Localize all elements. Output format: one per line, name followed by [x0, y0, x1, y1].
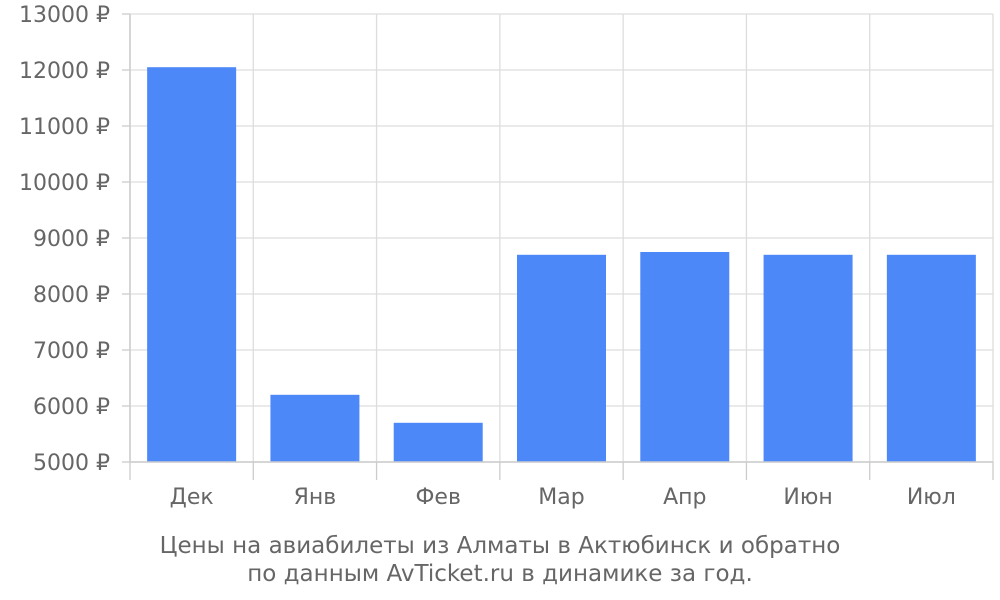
bar	[517, 254, 606, 462]
bar	[886, 254, 976, 462]
bar	[763, 254, 853, 462]
x-tick-label: Июн	[783, 485, 832, 510]
grid	[129, 13, 994, 463]
y-tick-label: 8000 ₽	[33, 283, 110, 308]
chart-caption: Цены на авиабилеты из Алматы в Актюбинск…	[0, 532, 1000, 588]
y-tick-label: 7000 ₽	[33, 339, 110, 364]
x-tick-label: Янв	[294, 485, 337, 510]
caption-line-2: по данным AvTicket.ru в динамике за год.	[247, 561, 753, 587]
x-tick-label: Июл	[907, 485, 956, 510]
y-tick-label: 10000 ₽	[19, 171, 110, 196]
x-axis-labels: Дек Янв Фев Мар Апр Июн Июл	[170, 485, 956, 510]
caption-line-1: Цены на авиабилеты из Алматы в Актюбинск…	[159, 533, 841, 559]
bar	[270, 394, 360, 462]
y-tick-label: 13000 ₽	[19, 3, 110, 28]
y-tick-label: 9000 ₽	[33, 227, 110, 252]
bar	[640, 252, 730, 462]
y-tick-label: 6000 ₽	[33, 395, 110, 420]
y-tick-label: 12000 ₽	[19, 59, 110, 84]
x-tick-label: Апр	[663, 485, 706, 510]
y-axis-labels: 5000 ₽ 6000 ₽ 7000 ₽ 8000 ₽ 9000 ₽ 10000 ₽ 110…	[19, 3, 110, 476]
y-tick-label: 11000 ₽	[19, 115, 110, 140]
bar	[147, 67, 237, 462]
y-tick-label: 5000 ₽	[33, 451, 110, 476]
bars	[147, 67, 976, 462]
x-tick-label: Фев	[415, 485, 460, 510]
bar	[393, 422, 483, 462]
x-tick-label: Дек	[170, 485, 214, 510]
x-tick-label: Мар	[538, 485, 584, 510]
axes	[122, 13, 994, 480]
